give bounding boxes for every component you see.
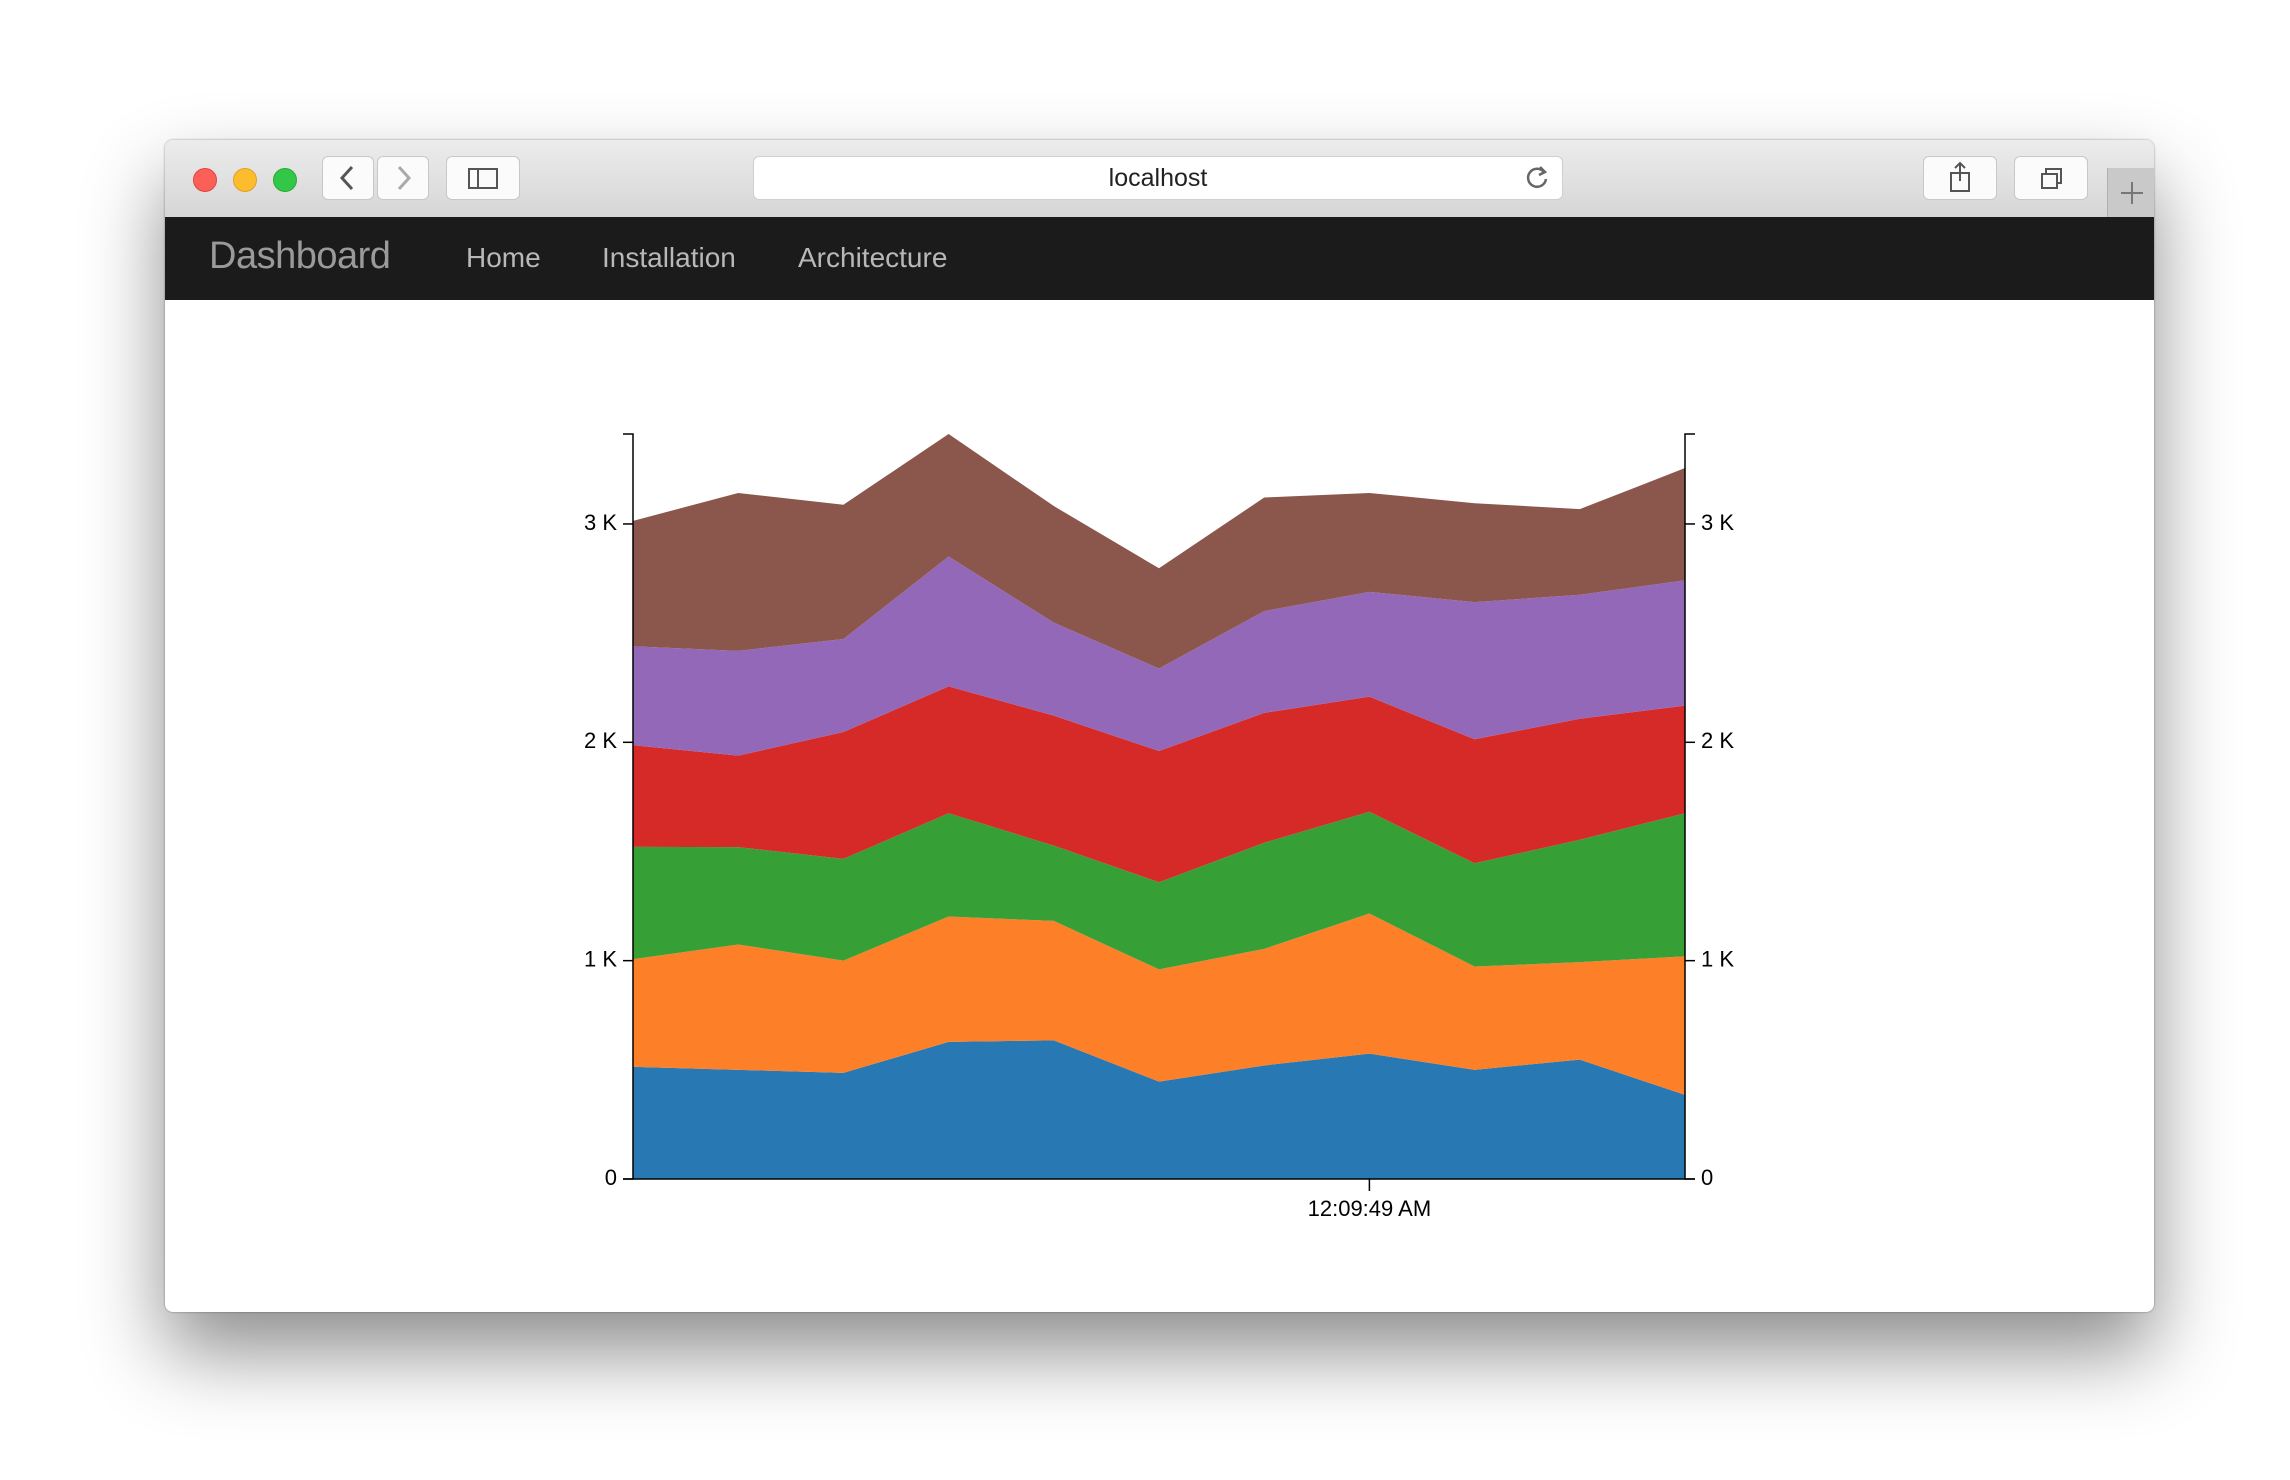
y-tick-label: 0	[605, 1165, 617, 1190]
nav-link[interactable]: Home	[466, 242, 541, 273]
area	[633, 1040, 1685, 1179]
navbar: Dashboard Home Installation Architecture	[165, 217, 2154, 300]
back-button[interactable]	[322, 156, 374, 200]
zoom-button[interactable]	[273, 168, 297, 192]
toolbar: localhost	[165, 140, 2154, 218]
area	[633, 811, 1685, 970]
y2-axis	[1684, 433, 1695, 1180]
y2-tick-label: 0	[1701, 1165, 1713, 1190]
plus-icon	[2121, 182, 2143, 204]
sidebar-button[interactable]	[446, 156, 520, 200]
minimize-button[interactable]	[233, 168, 257, 192]
nav-link[interactable]: Installation	[602, 242, 736, 273]
y-axis	[623, 433, 634, 1180]
area	[633, 913, 1685, 1095]
area	[633, 556, 1685, 756]
new-tab-button[interactable]	[2107, 168, 2154, 217]
tabs-button[interactable]	[2014, 156, 2088, 200]
nav-link[interactable]: Architecture	[798, 242, 948, 273]
brand[interactable]: Dashboard	[209, 235, 391, 277]
share-button[interactable]	[1923, 156, 1997, 200]
area	[633, 434, 1685, 669]
y-tick-label: 2 K	[584, 728, 617, 753]
forward-icon	[397, 165, 412, 191]
y-tick-label: 3 K	[584, 510, 617, 535]
y-tick-label: 1 K	[584, 946, 617, 971]
y2-tick-label: 2 K	[1701, 728, 1734, 753]
reload-icon[interactable]	[1522, 163, 1552, 193]
area	[633, 686, 1685, 883]
y2-tick-label: 1 K	[1701, 946, 1734, 971]
tabs-icon	[2041, 168, 2062, 189]
y2-tick-label: 3 K	[1701, 510, 1734, 535]
forward-button[interactable]	[377, 156, 429, 200]
sidebar-icon	[468, 168, 498, 189]
x-tick-label: 12:09:49 AM	[1308, 1196, 1432, 1221]
url-text: localhost	[1108, 164, 1208, 192]
address-bar[interactable]: localhost	[753, 156, 1563, 200]
back-icon	[339, 165, 354, 191]
close-button[interactable]	[193, 168, 217, 192]
share-icon	[1950, 161, 1970, 192]
